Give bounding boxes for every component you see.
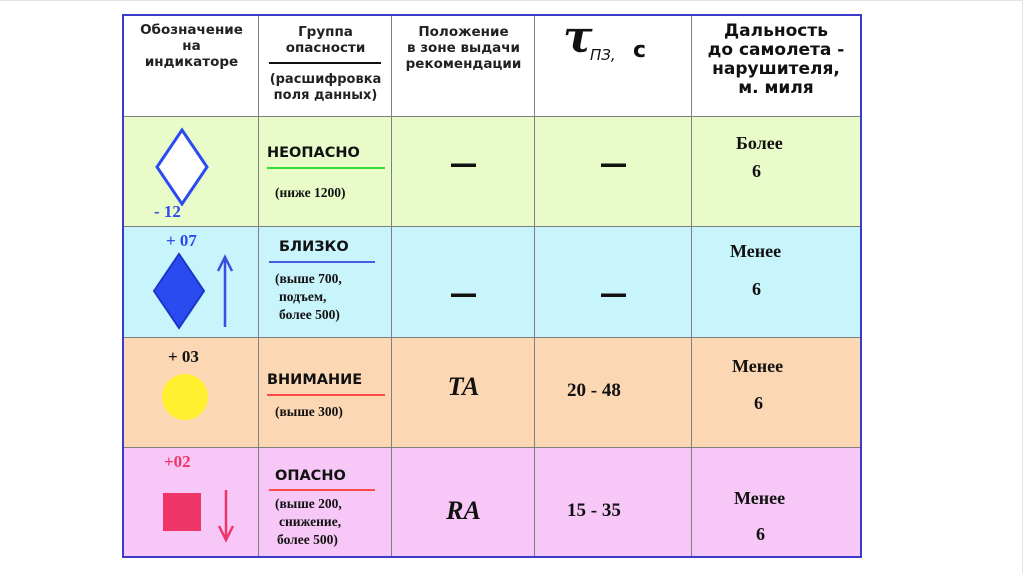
- table-row: + 03 ВНИМАНИЕ (выше 300) TA 20 - 48 Мене…: [124, 338, 860, 447]
- header-indicator-line-3: индикаторе: [144, 54, 239, 70]
- tau-value: 15 - 35: [567, 500, 621, 521]
- tau-cell: —: [535, 227, 692, 337]
- group-sub-line-2: снижение,: [279, 514, 342, 529]
- distance-cell: Более 6: [692, 117, 860, 226]
- group-underline: [267, 394, 385, 396]
- header-group: Группа опасности (расшифровка поля данны…: [259, 16, 392, 116]
- distance-cell: Менее 6: [692, 448, 860, 556]
- tau-cell: —: [535, 117, 692, 226]
- relative-altitude: +02: [164, 452, 191, 471]
- header-indicator: Обозначение на индикаторе: [124, 16, 259, 116]
- group-underline: [269, 261, 375, 263]
- group-name: ВНИМАНИЕ: [267, 372, 363, 388]
- header-distance-line-1: Дальность: [724, 21, 828, 41]
- indicator-cell: - 12: [124, 117, 259, 226]
- table-row: - 12 НЕОПАСНО (ниже 1200) — — Более 6: [124, 117, 860, 226]
- group-underline: [269, 489, 375, 491]
- zone-cell: —: [392, 117, 535, 226]
- indicator-cell: + 07: [124, 227, 259, 337]
- tau-subscript: ПЗ,: [590, 46, 616, 64]
- relative-altitude: + 03: [168, 347, 199, 366]
- header-group-line-2: опасности: [285, 40, 366, 56]
- header-group-sub-line-2: поля данных): [273, 88, 378, 103]
- divider: [124, 337, 860, 338]
- group-sub-line-1: (выше 700,: [275, 271, 342, 286]
- tau-cell: 15 - 35: [535, 448, 692, 556]
- group-sub-line-1: (ниже 1200): [275, 185, 346, 200]
- header-zone-line-3: рекомендации: [405, 56, 522, 72]
- header-group-sub-line-1: (расшифровка: [269, 72, 382, 87]
- zone-value: —: [449, 147, 478, 180]
- table-row: +02 ОПАСНО (выше 200, снижение, более 50…: [124, 448, 860, 556]
- arrow-down-icon: [217, 490, 235, 543]
- group-sub-line-2: подъем,: [279, 289, 327, 304]
- distance-line-1: Менее: [732, 356, 784, 376]
- tcas-threat-table: Обозначение на индикаторе Группа опаснос…: [122, 12, 862, 558]
- group-cell: НЕОПАСНО (ниже 1200): [259, 117, 392, 226]
- zone-cell: RA: [392, 448, 535, 556]
- header-zone: Положение в зоне выдачи рекомендации: [392, 16, 535, 116]
- divider: [124, 226, 860, 227]
- group-underline: [267, 167, 385, 169]
- header-distance-line-2: до самолета -: [707, 40, 845, 60]
- group-sub-line-3: более 500): [277, 532, 338, 547]
- distance-line-1: Менее: [734, 488, 786, 508]
- arrow-up-icon: [216, 254, 234, 327]
- distance-line-2: 6: [752, 161, 761, 181]
- indicator-cell: +02: [124, 448, 259, 556]
- tau-value: 20 - 48: [567, 380, 621, 401]
- relative-altitude: + 07: [166, 231, 197, 250]
- group-name: ОПАСНО: [275, 468, 346, 484]
- header-row: Обозначение на индикаторе Группа опаснос…: [124, 12, 860, 116]
- group-sub-line-1: (выше 300): [275, 404, 343, 419]
- tau-value: —: [599, 147, 628, 180]
- divider: [124, 116, 860, 117]
- header-group-underline: [269, 62, 381, 64]
- distance-cell: Менее 6: [692, 338, 860, 447]
- divider: [124, 447, 860, 448]
- header-zone-line-2: в зоне выдачи: [406, 40, 521, 56]
- header-group-line-1: Группа: [298, 24, 353, 40]
- distance-line-1: Более: [736, 133, 783, 153]
- header-distance-line-3: нарушителя,: [712, 59, 840, 79]
- distance-line-2: 6: [756, 524, 765, 544]
- distance-line-2: 6: [754, 393, 763, 413]
- zone-cell: —: [392, 227, 535, 337]
- filled-diamond-icon: [152, 252, 206, 330]
- header-distance: Дальность до самолета - нарушителя, м. м…: [692, 16, 860, 116]
- tau-value: —: [599, 277, 628, 310]
- zone-cell: TA: [392, 338, 535, 447]
- tau-unit: с: [633, 38, 647, 63]
- filled-square-icon: [163, 493, 201, 531]
- group-cell: ВНИМАНИЕ (выше 300): [259, 338, 392, 447]
- zone-value: TA: [447, 372, 480, 401]
- distance-line-2: 6: [752, 279, 761, 299]
- group-sub-line-1: (выше 200,: [275, 496, 342, 511]
- relative-altitude: - 12: [154, 202, 181, 221]
- header-tau: τ ПЗ, с: [535, 12, 692, 116]
- group-name: БЛИЗКО: [279, 239, 349, 255]
- header-zone-line-1: Положение: [418, 24, 509, 40]
- group-cell: БЛИЗКО (выше 700, подъем, более 500): [259, 227, 392, 337]
- zone-value: RA: [446, 496, 481, 525]
- zone-value: —: [449, 277, 478, 310]
- filled-circle-icon: [162, 374, 208, 420]
- tau-cell: 20 - 48: [535, 338, 692, 447]
- group-name: НЕОПАСНО: [267, 145, 360, 161]
- header-distance-line-4: м. миля: [738, 78, 814, 98]
- distance-line-1: Менее: [730, 241, 782, 261]
- group-sub-line-3: более 500): [279, 307, 340, 322]
- distance-cell: Менее 6: [692, 227, 860, 337]
- indicator-cell: + 03: [124, 338, 259, 447]
- header-indicator-line-1: Обозначение: [140, 22, 243, 38]
- group-cell: ОПАСНО (выше 200, снижение, более 500): [259, 448, 392, 556]
- table-row: + 07 БЛИЗКО (выше 700, подъем, более 500…: [124, 227, 860, 337]
- header-indicator-line-2: на: [182, 38, 201, 54]
- hollow-diamond-icon: [155, 127, 209, 207]
- tau-symbol: τ: [563, 12, 593, 63]
